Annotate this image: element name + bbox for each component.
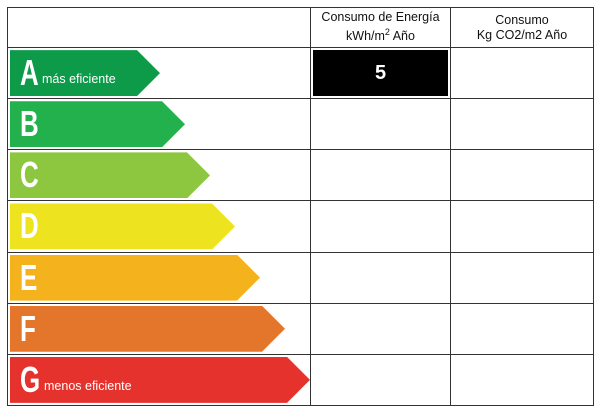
co2-value-cell	[450, 302, 594, 355]
rating-arrow-c: C	[10, 152, 210, 198]
co2-value-cell	[450, 200, 594, 253]
energy-unit-base: kWh/m	[346, 29, 385, 44]
co2-header-unit: Kg CO2/m2 Año	[476, 27, 568, 42]
rating-letter: E	[20, 256, 38, 298]
energy-value-cell	[310, 302, 451, 355]
energy-rating-table: Consumo de Energía kWh/m2 Año Consumo Kg…	[7, 6, 594, 407]
energy-value-cell	[310, 98, 451, 151]
energy-value-cell	[310, 251, 451, 304]
co2-value-cell	[450, 251, 594, 304]
co2-value-cell	[450, 353, 594, 407]
header-empty-cell	[7, 6, 311, 49]
rating-letter: D	[20, 205, 39, 247]
rating-label-cell: F	[7, 302, 311, 355]
rating-arrow-e: E	[10, 255, 260, 301]
co2-consumption-header: Consumo Kg CO2/m2 Año	[450, 6, 594, 49]
rating-row-c: C	[7, 149, 594, 202]
rating-row-f: F	[7, 302, 594, 355]
energy-value-cell	[310, 200, 451, 253]
energy-header-title: Consumo de Energía	[321, 10, 440, 25]
rating-label-cell: B	[7, 98, 311, 151]
rating-arrow-f: F	[10, 306, 285, 352]
energy-rating-value: 5	[313, 50, 448, 97]
rating-letter: A	[20, 52, 39, 94]
rating-label-cell: E	[7, 251, 311, 304]
rating-row-d: D	[7, 200, 594, 253]
energy-unit-exponent: 2	[384, 27, 390, 38]
header-row: Consumo de Energía kWh/m2 Año Consumo Kg…	[7, 6, 594, 49]
rating-letter: F	[20, 307, 36, 349]
co2-value-cell	[450, 149, 594, 202]
rating-letter: G	[20, 358, 41, 400]
rating-label-cell: C	[7, 149, 311, 202]
energy-value-cell: 5	[310, 47, 451, 100]
rating-label-cell: D	[7, 200, 311, 253]
rating-letter: C	[20, 154, 39, 196]
energy-value-cell	[310, 353, 451, 407]
energy-consumption-header: Consumo de Energía kWh/m2 Año	[310, 6, 451, 49]
rating-row-e: E	[7, 251, 594, 304]
rating-caption: más eficiente	[42, 72, 116, 87]
rating-arrow-d: D	[10, 203, 235, 249]
energy-header-unit: kWh/m2 Año	[311, 25, 450, 44]
co2-value-cell	[450, 98, 594, 151]
rating-caption: menos eficiente	[44, 378, 132, 393]
co2-value-cell	[450, 47, 594, 100]
energy-value-cell	[310, 149, 451, 202]
rating-letter: B	[20, 103, 39, 145]
rating-row-b: B	[7, 98, 594, 151]
energy-unit-suffix: Año	[389, 29, 415, 44]
co2-header-title: Consumo	[495, 12, 549, 27]
rating-arrow-b: B	[10, 101, 185, 147]
